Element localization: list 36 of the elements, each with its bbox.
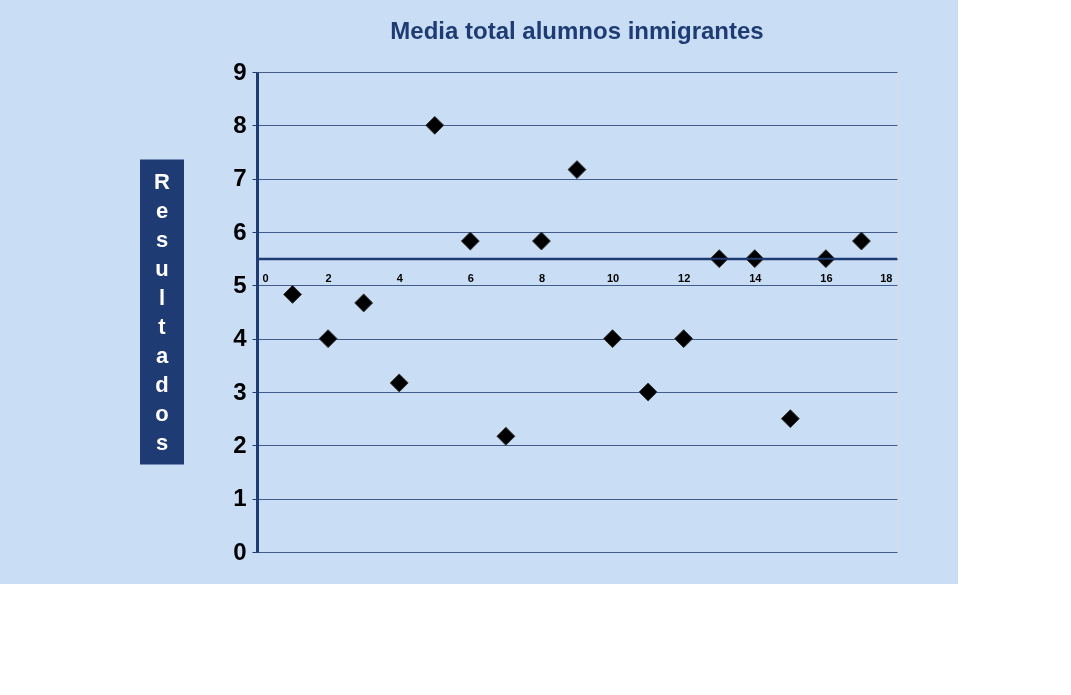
point: [460, 231, 480, 251]
x-tick-label: 14: [749, 272, 763, 285]
point: [780, 409, 800, 429]
x-tick-label: 4: [396, 272, 404, 285]
x-tick-label: 2: [325, 272, 332, 285]
y-tick-label: 3: [233, 377, 247, 405]
x-tick-label: 18: [880, 272, 893, 285]
point: [496, 426, 516, 446]
chart-title: Media total alumnos inmigrantes: [390, 17, 764, 44]
point: [567, 160, 587, 180]
y-tick-label: 5: [233, 270, 247, 298]
point: [532, 231, 551, 251]
point: [354, 293, 374, 313]
x-tick-label: 10: [606, 272, 620, 285]
x-tick-label: 12: [678, 272, 691, 285]
x-tick-label: 8: [538, 272, 546, 285]
point: [852, 231, 871, 251]
x-tick-label: 16: [820, 272, 833, 285]
x-tick-label: 0: [262, 272, 269, 285]
text: Resultados: [154, 168, 170, 455]
point: [603, 329, 622, 349]
y-tick-label: 7: [233, 164, 247, 192]
x-tick-label: 6: [467, 272, 474, 285]
point: [318, 329, 338, 349]
point: [389, 373, 409, 393]
y-tick-label: 6: [233, 217, 247, 245]
y-tick-label: 8: [233, 110, 247, 138]
y-tick-label: 9: [233, 57, 247, 85]
point: [638, 382, 658, 402]
y-tick-label: 0: [233, 537, 247, 565]
point: [283, 284, 302, 304]
y-tick-label: 2: [233, 430, 247, 458]
y-tick-label: 1: [233, 484, 247, 512]
y-tick-label: 4: [233, 324, 248, 352]
point: [674, 329, 694, 349]
point: [425, 115, 445, 135]
